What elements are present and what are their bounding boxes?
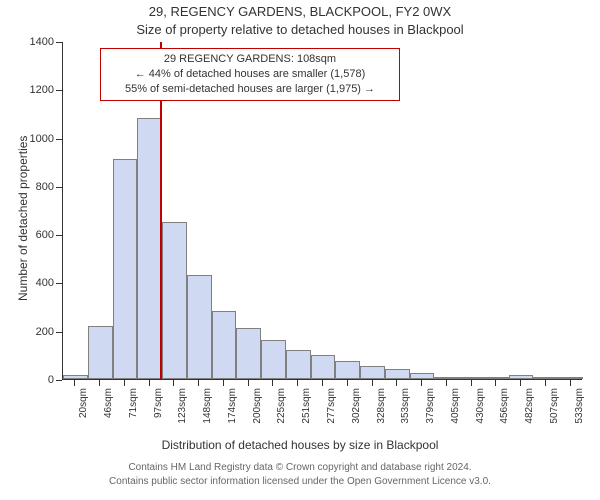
y-tick — [56, 235, 62, 236]
x-tick — [495, 380, 496, 386]
y-tick — [56, 42, 62, 43]
annotation-box: 29 REGENCY GARDENS: 108sqm ← 44% of deta… — [100, 48, 400, 101]
chart-root: 29, REGENCY GARDENS, BLACKPOOL, FY2 0WX … — [0, 0, 600, 500]
x-tick — [99, 380, 100, 386]
histogram-bar — [509, 375, 534, 379]
x-tick-label: 225sqm — [276, 388, 287, 438]
histogram-bar — [113, 159, 138, 379]
chart-title: 29, REGENCY GARDENS, BLACKPOOL, FY2 0WX — [0, 4, 600, 19]
x-tick — [372, 380, 373, 386]
x-tick — [446, 380, 447, 386]
x-tick-label: 456sqm — [499, 388, 510, 438]
histogram-bar — [434, 377, 459, 379]
annotation-line: ← 44% of detached houses are smaller (1,… — [107, 67, 393, 82]
y-tick-label: 1400 — [20, 36, 54, 48]
x-tick-label: 533sqm — [574, 388, 585, 438]
y-axis-label: Number of detached properties — [16, 136, 30, 301]
histogram-bar — [162, 222, 187, 379]
x-tick-label: 482sqm — [524, 388, 535, 438]
x-tick — [297, 380, 298, 386]
histogram-bar — [212, 311, 237, 379]
x-tick-label: 302sqm — [351, 388, 362, 438]
annotation-line: 29 REGENCY GARDENS: 108sqm — [107, 52, 393, 67]
histogram-bar — [261, 340, 286, 379]
histogram-bar — [385, 369, 410, 379]
x-tick-label: 20sqm — [78, 388, 89, 438]
histogram-bar — [558, 377, 583, 379]
y-tick — [56, 380, 62, 381]
y-tick-label: 0 — [20, 374, 54, 386]
histogram-bar — [137, 118, 162, 379]
histogram-bar — [533, 377, 558, 379]
histogram-bar — [236, 328, 261, 379]
y-tick-label: 400 — [20, 277, 54, 289]
histogram-bar — [360, 366, 385, 379]
x-tick-label: 46sqm — [103, 388, 114, 438]
histogram-bar — [187, 275, 212, 379]
x-axis-label: Distribution of detached houses by size … — [0, 438, 600, 452]
x-tick — [347, 380, 348, 386]
x-tick — [173, 380, 174, 386]
y-tick — [56, 332, 62, 333]
x-tick-label: 123sqm — [177, 388, 188, 438]
annotation-line: 55% of semi-detached houses are larger (… — [107, 82, 393, 97]
chart-subtitle: Size of property relative to detached ho… — [0, 22, 600, 37]
histogram-bar — [88, 326, 113, 379]
x-tick-label: 251sqm — [301, 388, 312, 438]
x-tick — [198, 380, 199, 386]
x-tick-label: 71sqm — [128, 388, 139, 438]
x-tick — [223, 380, 224, 386]
x-tick-label: 277sqm — [326, 388, 337, 438]
x-tick-label: 328sqm — [376, 388, 387, 438]
y-tick — [56, 283, 62, 284]
x-tick — [149, 380, 150, 386]
y-tick-label: 1200 — [20, 84, 54, 96]
y-tick-label: 800 — [20, 181, 54, 193]
x-tick — [322, 380, 323, 386]
histogram-bar — [286, 350, 311, 379]
x-tick — [545, 380, 546, 386]
histogram-bar — [311, 355, 336, 379]
x-tick-label: 148sqm — [202, 388, 213, 438]
y-tick — [56, 90, 62, 91]
y-tick-label: 1000 — [20, 133, 54, 145]
x-tick-label: 430sqm — [475, 388, 486, 438]
x-tick — [471, 380, 472, 386]
x-tick — [74, 380, 75, 386]
x-tick-label: 97sqm — [153, 388, 164, 438]
x-tick-label: 507sqm — [549, 388, 560, 438]
x-tick — [272, 380, 273, 386]
footer-line-2: Contains public sector information licen… — [0, 476, 600, 487]
histogram-bar — [63, 375, 88, 379]
histogram-bar — [459, 377, 484, 379]
x-tick — [520, 380, 521, 386]
y-tick — [56, 139, 62, 140]
x-tick — [248, 380, 249, 386]
x-tick — [124, 380, 125, 386]
y-tick-label: 600 — [20, 229, 54, 241]
x-tick-label: 405sqm — [450, 388, 461, 438]
histogram-bar — [410, 373, 435, 379]
histogram-bar — [335, 361, 360, 379]
footer-line-1: Contains HM Land Registry data © Crown c… — [0, 462, 600, 473]
x-tick-label: 379sqm — [425, 388, 436, 438]
x-tick — [421, 380, 422, 386]
x-tick-label: 200sqm — [252, 388, 263, 438]
x-tick-label: 174sqm — [227, 388, 238, 438]
x-tick — [396, 380, 397, 386]
x-tick-label: 353sqm — [400, 388, 411, 438]
y-tick-label: 200 — [20, 326, 54, 338]
x-tick — [570, 380, 571, 386]
histogram-bar — [484, 377, 509, 379]
y-tick — [56, 187, 62, 188]
